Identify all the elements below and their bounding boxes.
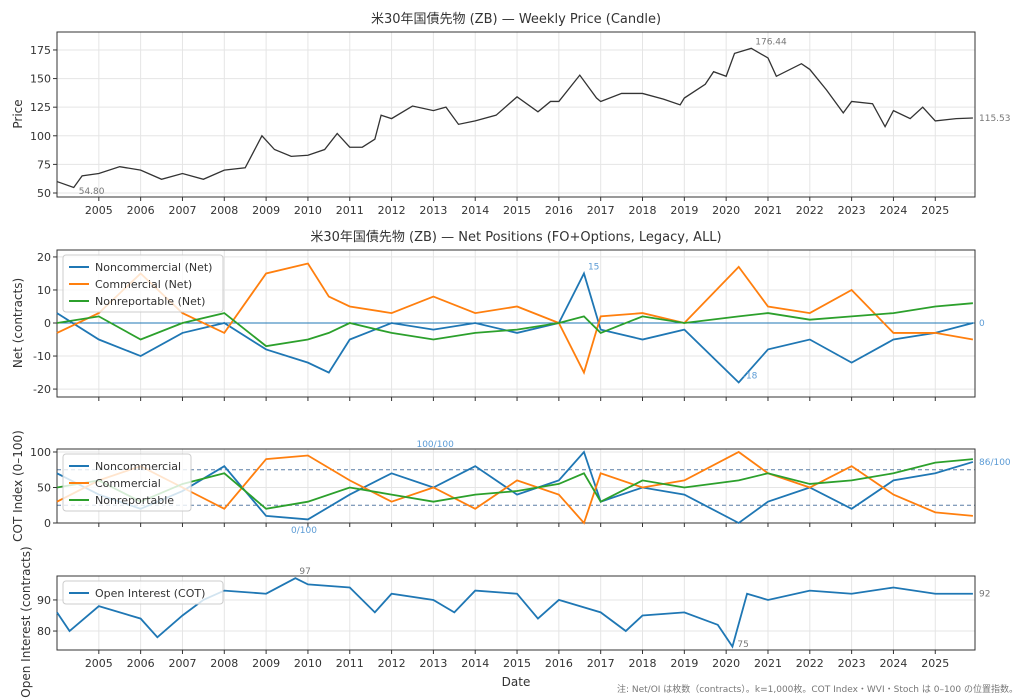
x-tick-label: 2020	[712, 657, 740, 670]
y-tick-label: 20	[37, 251, 51, 264]
legend-label: Nonreportable	[95, 494, 174, 507]
y-tick-label: 0	[44, 317, 51, 330]
x-tick-label: 2016	[545, 657, 573, 670]
x-tick-label: 2022	[796, 204, 824, 217]
x-tick-label: 2023	[838, 204, 866, 217]
series-line-nonreportable-net-	[56, 302, 973, 348]
x-tick-label: 2008	[210, 657, 238, 670]
x-tick-label: 2022	[796, 657, 824, 670]
x-tick-label: 2009	[252, 204, 280, 217]
annotation-label: 15	[588, 262, 599, 272]
x-tick-label: 2024	[879, 204, 907, 217]
x-tick-label: 2006	[127, 657, 155, 670]
x-tick-label: 2011	[336, 657, 364, 670]
y-tick-label: 50	[37, 187, 51, 200]
y-tick-label: 100	[30, 446, 51, 459]
annotation-label: -18	[743, 371, 758, 381]
plot-frame	[56, 31, 976, 198]
legend-label: Noncommercial	[95, 460, 181, 473]
series-line-commercial-net-	[56, 262, 974, 375]
x-tick-label: 2014	[461, 204, 489, 217]
y-tick-label: 125	[30, 101, 51, 114]
x-tick-label: 2010	[294, 657, 322, 670]
plot-frame	[56, 448, 976, 524]
x-tick-label: 2019	[670, 204, 698, 217]
x-tick-label: 2005	[85, 657, 113, 670]
x-tick-label: 2017	[587, 657, 615, 670]
legend-label: Open Interest (COT)	[95, 587, 205, 600]
x-tick-label: 2013	[419, 657, 447, 670]
y-tick-label: 175	[30, 44, 51, 57]
x-tick-label: 2021	[754, 204, 782, 217]
x-tick-label: 2011	[336, 204, 364, 217]
x-tick-label: 2016	[545, 204, 573, 217]
x-tick-label: 2018	[629, 657, 657, 670]
annotation-label: 100/100	[416, 440, 454, 450]
x-tick-label: 2018	[629, 204, 657, 217]
x-tick-label: 2007	[168, 657, 196, 670]
annotation-label: 54.80	[79, 187, 105, 197]
x-tick-label: 2017	[587, 204, 615, 217]
series-line-open-interest-cot-	[56, 577, 973, 649]
x-tick-label: 2014	[461, 657, 489, 670]
annotation-label: 86/100	[979, 458, 1011, 468]
legend-label: Commercial (Net)	[95, 278, 192, 291]
x-tick-label: 2019	[670, 657, 698, 670]
legend-label: Nonreportable (Net)	[95, 295, 205, 308]
x-tick-label: 2023	[838, 657, 866, 670]
x-tick-label: 2021	[754, 657, 782, 670]
y-tick-label: 100	[30, 130, 51, 143]
x-tick-label: 2024	[879, 657, 907, 670]
y-tick-label: 80	[37, 625, 51, 638]
annotation-label: 0	[979, 319, 985, 329]
chart-title: 米30年国債先物 (ZB) — Net Positions (FO+Option…	[310, 230, 721, 245]
y-tick-label: -10	[33, 350, 51, 363]
chart-title: 米30年国債先物 (ZB) — Weekly Price (Candle)	[371, 12, 661, 27]
footnote: 注: Net/OI は枚数（contracts）。k=1,000枚。COT In…	[616, 685, 1018, 695]
annotation-label: 75	[737, 640, 748, 650]
y-tick-label: 10	[37, 284, 51, 297]
y-axis-label: Price	[11, 99, 25, 128]
y-axis-label: Net (contracts)	[11, 278, 25, 368]
x-tick-label: 2009	[252, 657, 280, 670]
y-axis-label: Open Interest (contracts)	[19, 546, 33, 697]
x-tick-label: 2007	[168, 204, 196, 217]
x-tick-label: 2015	[503, 204, 531, 217]
series-line-noncommercial-net-	[56, 271, 974, 384]
annotation-label: 115.53	[979, 114, 1011, 124]
legend-box	[62, 580, 224, 605]
y-tick-label: 75	[37, 158, 51, 171]
x-tick-label: 2013	[419, 204, 447, 217]
legend-box	[62, 453, 192, 512]
x-tick-label: 2015	[503, 657, 531, 670]
legend-label: Noncommercial (Net)	[95, 261, 212, 274]
annotation-label: 97	[299, 567, 310, 577]
x-tick-label: 2025	[921, 657, 949, 670]
x-tick-label: 2012	[378, 657, 406, 670]
x-tick-label: 2006	[127, 204, 155, 217]
y-tick-label: 50	[37, 481, 51, 494]
x-axis-label: Date	[502, 675, 531, 689]
series-line-price	[56, 47, 973, 189]
y-tick-label: -20	[33, 383, 51, 396]
x-tick-label: 2005	[85, 204, 113, 217]
x-tick-label: 2025	[921, 204, 949, 217]
series-line-nonreportable	[56, 458, 973, 510]
y-axis-label: COT Index (0–100)	[11, 430, 25, 542]
legend-label: Commercial	[95, 477, 161, 490]
x-tick-label: 2012	[378, 204, 406, 217]
x-tick-label: 2008	[210, 204, 238, 217]
annotation-label: 92	[979, 590, 990, 600]
y-tick-label: 90	[37, 594, 51, 607]
plot-frame	[56, 249, 976, 398]
annotation-label: 0/100	[291, 526, 317, 536]
y-tick-label: 0	[44, 517, 51, 530]
legend-box	[62, 254, 224, 313]
y-tick-label: 150	[30, 73, 51, 86]
x-tick-label: 2020	[712, 204, 740, 217]
x-tick-label: 2010	[294, 204, 322, 217]
annotation-label: 176.44	[755, 37, 787, 47]
